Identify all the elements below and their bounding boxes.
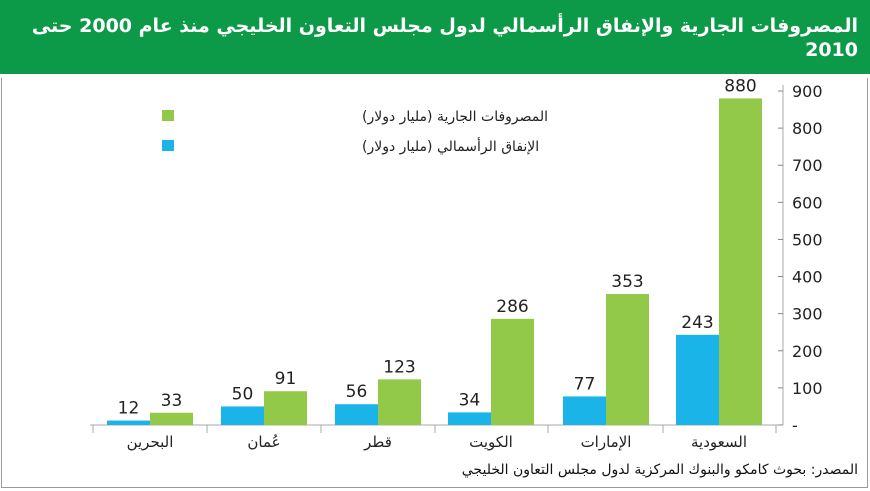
bar-capital-0 [676,334,719,425]
bar-capital-2 [448,412,491,425]
data-label-current: 123 [383,357,415,377]
bar-current-1 [606,293,649,425]
x-tick-label: الإمارات [581,433,632,451]
x-tick-label: الكويت [469,433,513,451]
bar-current-4 [264,391,307,425]
y-tick-label: 300 [792,305,823,324]
bar-capital-5 [107,420,150,425]
bar-current-2 [491,318,534,425]
bar-current-3 [378,379,421,425]
chart-frame [1,78,868,488]
data-label-capital: 12 [118,399,140,419]
y-tick-label: 200 [792,342,823,361]
data-label-current: 880 [724,76,756,96]
legend-swatch [162,140,174,151]
x-tick-label: السعودية [691,433,747,451]
x-tick-label: البحرين [127,433,174,451]
data-label-capital: 50 [232,384,254,404]
data-label-capital: 243 [681,313,713,333]
y-tick-label: 800 [792,119,823,138]
bar-capital-1 [563,396,606,425]
source-note: المصدر: بحوث كامكو والبنوك المركزية لدول… [461,462,858,478]
y-tick-label: 100 [792,379,823,398]
legend-swatch [162,110,174,121]
bar-capital-4 [221,406,264,425]
data-label-capital: 34 [459,390,481,410]
chart-title: المصروفات الجارية والإنفاق الرأسمالي لدو… [31,15,858,61]
y-tick-label: 700 [792,156,823,175]
data-label-current: 286 [496,297,528,317]
x-tick-label: عُمان [247,433,280,451]
x-tick-label: قطر [363,433,392,451]
legend-label: المصروفات الجارية (مليار دولار) [362,109,548,125]
y-tick-label: 400 [792,268,823,287]
data-label-capital: 56 [346,382,368,402]
legend-label: الإنفاق الرأسمالي (مليار دولار) [362,137,539,155]
y-tick-label: 500 [792,230,823,249]
bar-capital-3 [335,404,378,425]
y-tick-label: - [792,416,798,435]
data-label-current: 353 [611,272,643,292]
bar-current-5 [150,412,193,425]
y-tick-label: 900 [792,82,823,101]
bar-current-0 [719,98,762,425]
y-tick-label: 600 [792,193,823,212]
data-label-capital: 77 [574,374,596,394]
data-label-current: 91 [275,369,297,389]
data-label-current: 33 [161,391,183,411]
chart-header: المصروفات الجارية والإنفاق الرأسمالي لدو… [0,0,870,74]
